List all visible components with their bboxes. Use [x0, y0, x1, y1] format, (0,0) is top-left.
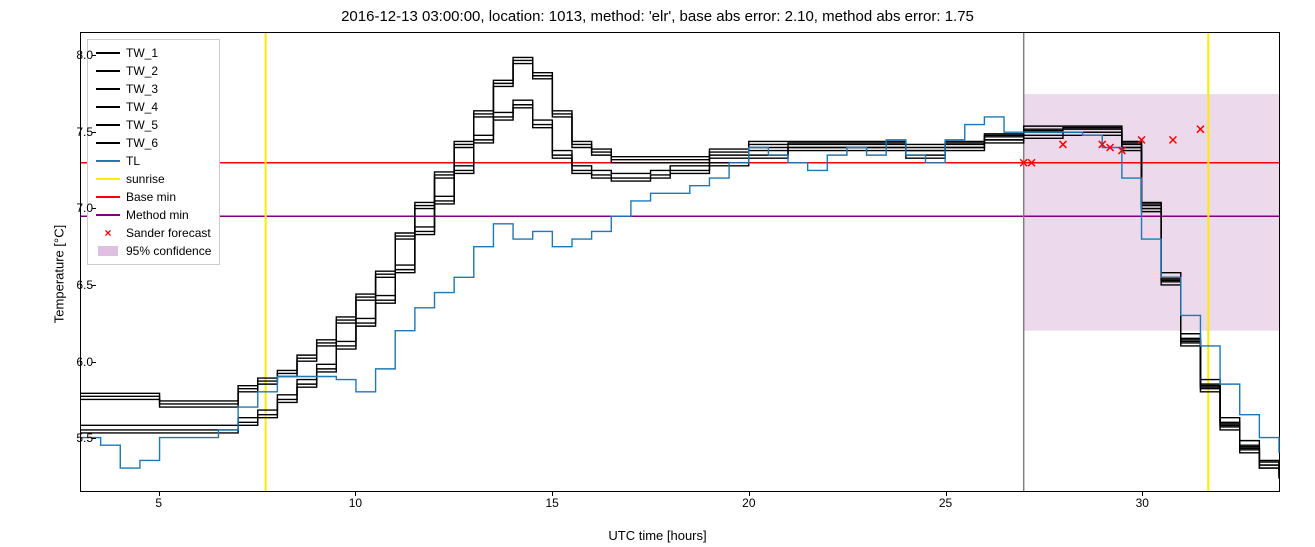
- legend-swatch: [96, 142, 120, 144]
- legend-swatch: [96, 124, 120, 126]
- legend-swatch: [96, 88, 120, 90]
- legend-box: TW_1 TW_2 TW_3 TW_4 TW_5 TW_6 TL sunrise Base mi…: [87, 39, 220, 265]
- ytick-label: 7.5: [53, 125, 93, 139]
- ytick-mark: [92, 55, 96, 56]
- x-axis-label: UTC time [hours]: [0, 528, 1315, 543]
- ytick-mark: [92, 438, 96, 439]
- legend-item: TW_6: [96, 134, 211, 152]
- legend-item: Method min: [96, 206, 211, 224]
- legend-item: Base min: [96, 188, 211, 206]
- legend-label: TW_1: [126, 46, 158, 60]
- ytick-label: 5.5: [53, 431, 93, 445]
- legend-label: sunrise: [126, 172, 165, 186]
- legend-label: TW_6: [126, 136, 158, 150]
- ytick-label: 8.0: [53, 48, 93, 62]
- legend-swatch: [96, 196, 120, 198]
- legend-label: TW_2: [126, 64, 158, 78]
- legend-label: TL: [126, 154, 140, 168]
- chart-container: 2016-12-13 03:00:00, location: 1013, met…: [0, 0, 1315, 547]
- legend-swatch: [96, 52, 120, 54]
- xtick-mark: [749, 492, 750, 496]
- ytick-mark: [92, 285, 96, 286]
- legend-item: 95% confidence: [96, 242, 211, 260]
- chart-title: 2016-12-13 03:00:00, location: 1013, met…: [0, 8, 1315, 25]
- xtick-label: 5: [155, 496, 162, 510]
- xtick-label: 10: [349, 496, 362, 510]
- legend-swatch: ×: [96, 227, 120, 239]
- ytick-mark: [92, 132, 96, 133]
- xtick-label: 30: [1136, 496, 1149, 510]
- legend-swatch: [96, 106, 120, 108]
- legend-label: TW_5: [126, 118, 158, 132]
- ytick-label: 6.0: [53, 355, 93, 369]
- legend-label: Sander forecast: [126, 226, 211, 240]
- legend-item: TW_4: [96, 98, 211, 116]
- legend-label: Method min: [126, 208, 189, 222]
- xtick-label: 25: [939, 496, 952, 510]
- xtick-mark: [552, 492, 553, 496]
- xtick-mark: [946, 492, 947, 496]
- legend-swatch: [96, 246, 120, 256]
- legend-item: × Sander forecast: [96, 224, 211, 242]
- plot-area: TW_1 TW_2 TW_3 TW_4 TW_5 TW_6 TL sunrise Base mi…: [80, 32, 1280, 492]
- legend-item: TW_2: [96, 62, 211, 80]
- legend-item: TW_5: [96, 116, 211, 134]
- ytick-mark: [92, 362, 96, 363]
- legend-item: TL: [96, 152, 211, 170]
- legend-label: TW_3: [126, 82, 158, 96]
- y-axis-label: Temperature [°C]: [52, 224, 67, 322]
- legend-label: 95% confidence: [126, 244, 211, 258]
- xtick-label: 15: [545, 496, 558, 510]
- chart-svg: [81, 33, 1279, 491]
- legend-swatch: [96, 214, 120, 216]
- ytick-label: 7.0: [53, 201, 93, 215]
- legend-label: TW_4: [126, 100, 158, 114]
- legend-swatch: [96, 178, 120, 180]
- xtick-mark: [1142, 492, 1143, 496]
- legend-item: TW_1: [96, 44, 211, 62]
- ytick-label: 6.5: [53, 278, 93, 292]
- ytick-mark: [92, 208, 96, 209]
- legend-item: sunrise: [96, 170, 211, 188]
- legend-swatch: [96, 70, 120, 72]
- xtick-mark: [355, 492, 356, 496]
- xtick-mark: [159, 492, 160, 496]
- legend-item: TW_3: [96, 80, 211, 98]
- legend-label: Base min: [126, 190, 176, 204]
- xtick-label: 20: [742, 496, 755, 510]
- legend-swatch: [96, 160, 120, 162]
